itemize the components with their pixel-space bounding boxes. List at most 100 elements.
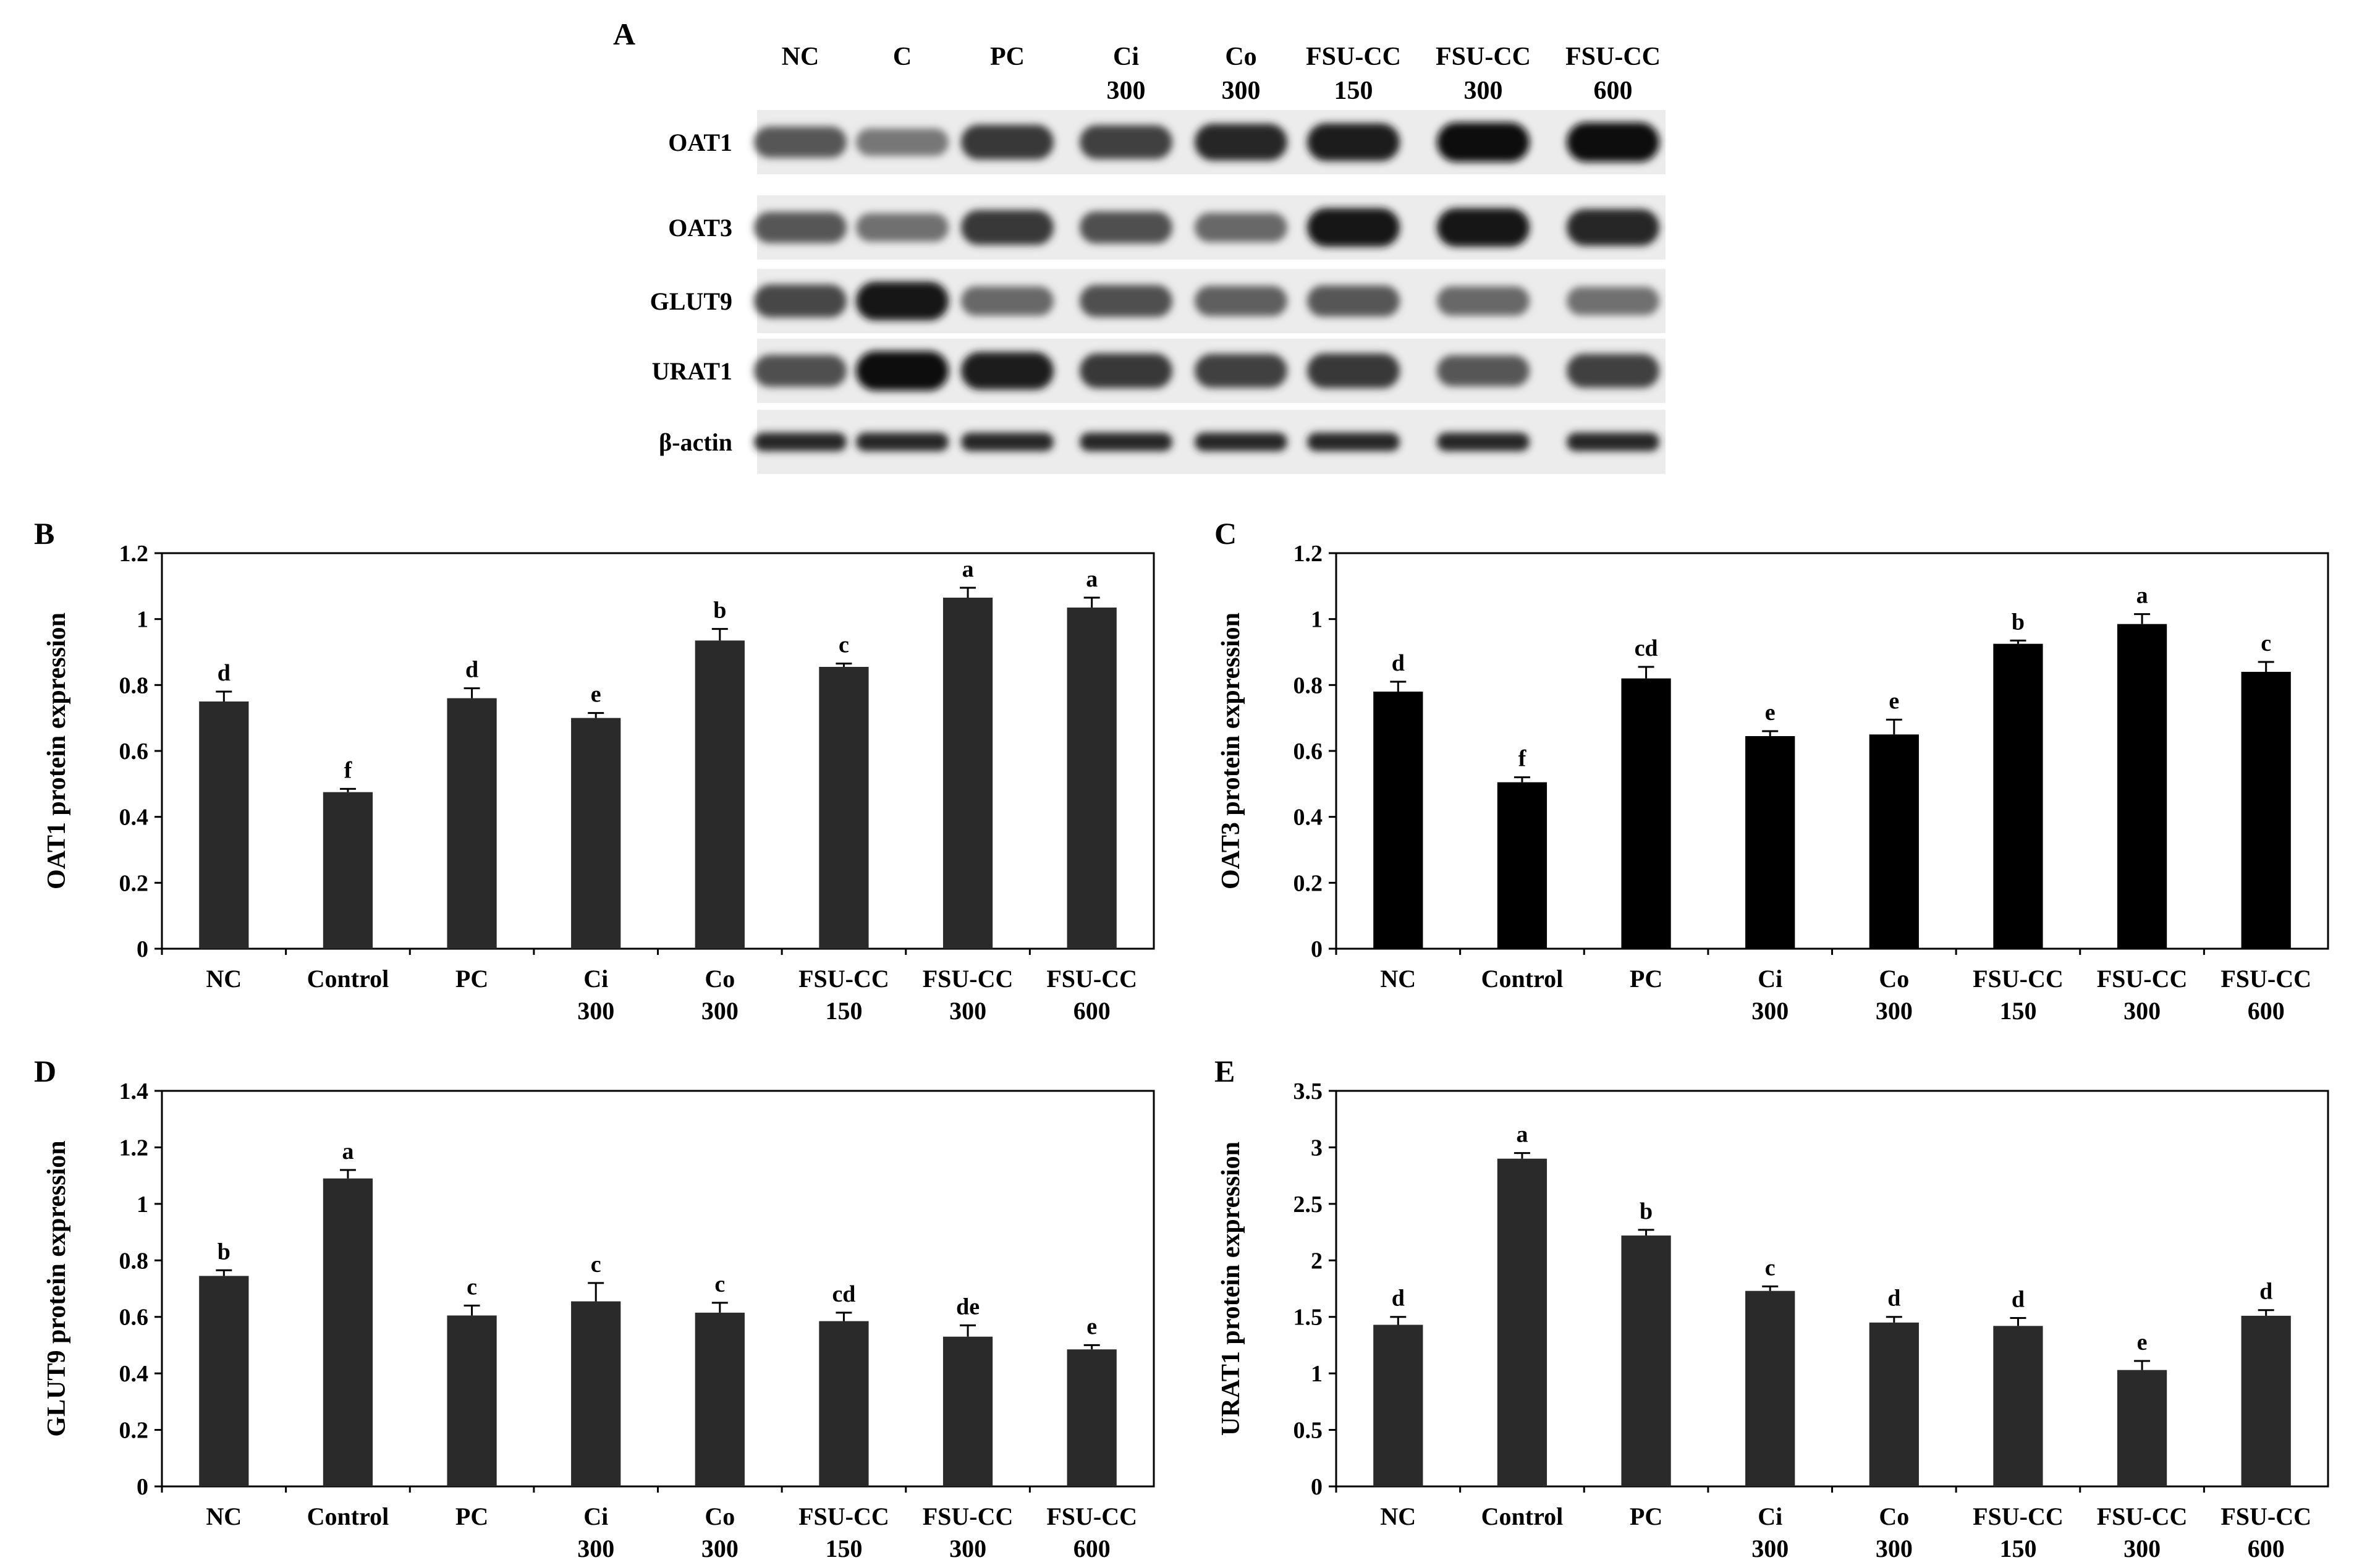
blot-band bbox=[1567, 209, 1659, 246]
bar bbox=[695, 1312, 745, 1486]
bar bbox=[447, 698, 497, 949]
x-tick-label: Control bbox=[307, 1502, 389, 1530]
x-tick-label: FSU-CC bbox=[1973, 965, 2064, 993]
y-tick-label: 0.6 bbox=[1293, 739, 1323, 765]
significance-letter: a bbox=[962, 556, 974, 582]
significance-letter: c bbox=[714, 1271, 725, 1297]
x-tick-label: Co bbox=[705, 1502, 735, 1530]
x-tick-label: FSU-CC bbox=[1973, 1502, 2064, 1530]
bar bbox=[2241, 1315, 2291, 1486]
bar bbox=[1869, 1322, 1919, 1486]
blot-band bbox=[856, 433, 949, 451]
x-tick-label: NC bbox=[1380, 1502, 1416, 1530]
blot-band bbox=[1307, 433, 1400, 451]
y-tick-label: 0.4 bbox=[119, 805, 149, 831]
lane-label: FSU-CC bbox=[1306, 43, 1401, 71]
blot-band bbox=[1195, 286, 1287, 316]
x-tick-label: 300 bbox=[1876, 1535, 1913, 1562]
x-tick-label: PC bbox=[1630, 1502, 1662, 1530]
bar bbox=[1497, 1158, 1547, 1486]
plot-frame bbox=[1335, 552, 2329, 950]
blot-band bbox=[1080, 125, 1172, 159]
x-tick-label: Co bbox=[1879, 965, 1909, 993]
x-tick-label: FSU-CC bbox=[1046, 965, 1137, 993]
bar bbox=[1869, 734, 1919, 949]
x-tick-label: 300 bbox=[577, 997, 614, 1025]
x-tick-label: NC bbox=[1380, 965, 1416, 993]
blot-row-label: OAT1 bbox=[668, 129, 732, 156]
blot-band bbox=[856, 281, 949, 321]
x-tick-label: 150 bbox=[825, 1535, 862, 1562]
x-tick-label: Co bbox=[1879, 1502, 1909, 1530]
bar bbox=[1993, 643, 2043, 949]
bar bbox=[2241, 672, 2291, 949]
blot-band bbox=[1080, 211, 1172, 244]
bar bbox=[1745, 1290, 1795, 1486]
blot-band bbox=[1437, 433, 1530, 451]
x-tick-label: FSU-CC bbox=[923, 965, 1014, 993]
y-tick-label: 0.4 bbox=[119, 1361, 149, 1387]
blot-band bbox=[754, 211, 847, 244]
lane-label: 600 bbox=[1594, 77, 1633, 105]
bar bbox=[695, 640, 745, 949]
y-tick-label: 1 bbox=[137, 1192, 148, 1218]
bar bbox=[323, 1178, 373, 1486]
significance-letter: d bbox=[218, 660, 231, 686]
x-tick-label: FSU-CC bbox=[2097, 1502, 2188, 1530]
bar bbox=[571, 718, 621, 949]
bar bbox=[942, 1336, 993, 1486]
blot-band bbox=[754, 126, 847, 158]
x-tick-label: 600 bbox=[1073, 1535, 1111, 1562]
y-tick-label: 0.6 bbox=[119, 1305, 149, 1331]
blot-band bbox=[1080, 433, 1172, 451]
blot-band bbox=[1195, 213, 1287, 242]
plot-frame bbox=[161, 552, 1155, 950]
significance-letter: b bbox=[218, 1239, 231, 1265]
significance-letter: f bbox=[344, 757, 353, 783]
lane-label: 300 bbox=[1222, 77, 1261, 105]
blot-band bbox=[1567, 287, 1659, 315]
x-tick-label: 150 bbox=[825, 997, 862, 1025]
blot-band bbox=[961, 286, 1054, 316]
blot-band bbox=[856, 128, 949, 156]
bar bbox=[1621, 678, 1671, 949]
chart-panel: B 0 0.2 0.4 0.6 0.8 1 1.2 OAT1 protein expressio… bbox=[34, 516, 1155, 1025]
bar bbox=[2117, 1370, 2167, 1486]
y-axis-title: OAT1 protein expression bbox=[43, 612, 71, 889]
significance-letter: c bbox=[591, 1252, 601, 1278]
x-tick-label: 150 bbox=[1999, 1535, 2036, 1562]
blot-band bbox=[1437, 355, 1530, 387]
blot-band bbox=[1307, 353, 1400, 389]
bar bbox=[571, 1301, 621, 1486]
x-tick-label: FSU-CC bbox=[2221, 1502, 2311, 1530]
significance-letter: d bbox=[2259, 1279, 2272, 1305]
significance-letter: a bbox=[1516, 1122, 1528, 1148]
blot-band bbox=[1307, 285, 1400, 317]
x-tick-label: FSU-CC bbox=[798, 965, 889, 993]
blot-band bbox=[1195, 354, 1287, 388]
lane-label: FSU-CC bbox=[1436, 43, 1531, 71]
blot-band bbox=[1080, 353, 1172, 389]
blot-band bbox=[856, 351, 949, 391]
x-tick-label: 300 bbox=[949, 1535, 986, 1562]
significance-letter: cd bbox=[1635, 635, 1658, 661]
bar bbox=[1497, 782, 1547, 949]
x-tick-label: PC bbox=[1630, 965, 1662, 993]
bar bbox=[1067, 1349, 1117, 1486]
blot-band bbox=[1567, 433, 1659, 451]
y-tick-label: 1 bbox=[1311, 1361, 1323, 1387]
blot-panel: A NC C PC Ci 300 Co 300 FSU-CC 150 FSU-CC 300 FSU-CC… bbox=[613, 17, 1666, 474]
x-tick-label: 300 bbox=[701, 1535, 739, 1562]
x-tick-label: 300 bbox=[2123, 1535, 2161, 1562]
x-tick-label: FSU-CC bbox=[2097, 965, 2188, 993]
y-tick-label: 0.2 bbox=[119, 870, 149, 896]
bar bbox=[819, 1321, 869, 1486]
x-tick-label: PC bbox=[455, 965, 488, 993]
significance-letter: de bbox=[956, 1294, 980, 1320]
blot-band bbox=[1195, 433, 1287, 451]
panel-label: B bbox=[34, 516, 54, 551]
lane-label: NC bbox=[782, 43, 819, 71]
blot-band bbox=[961, 210, 1054, 245]
x-tick-label: NC bbox=[206, 965, 242, 993]
lane-label: Ci bbox=[1113, 43, 1139, 71]
